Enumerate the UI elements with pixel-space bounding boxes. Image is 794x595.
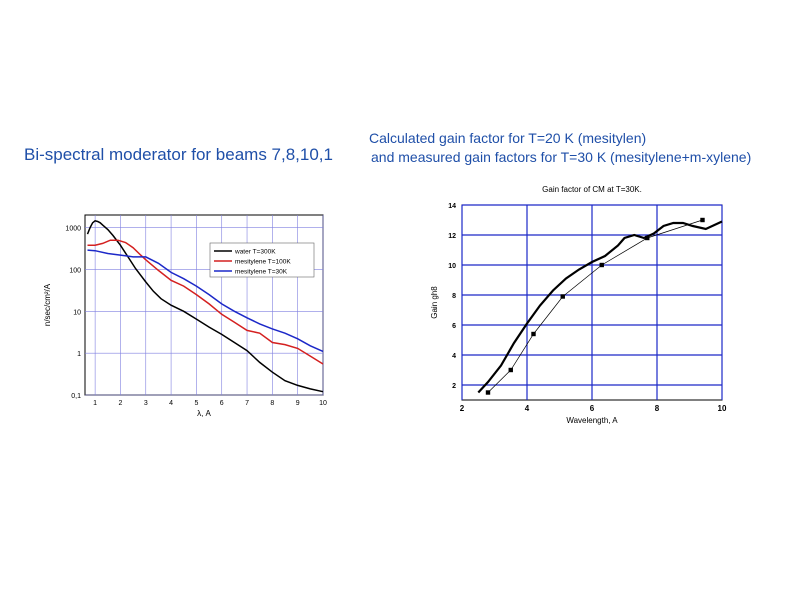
y-tick-label: 1 bbox=[77, 351, 81, 358]
y-axis-label: Gain gh8 bbox=[430, 286, 439, 319]
x-tick-label: 4 bbox=[525, 404, 530, 413]
x-tick-label: 6 bbox=[220, 400, 224, 407]
y-tick-label: 100 bbox=[69, 267, 81, 274]
x-tick-label: 10 bbox=[319, 400, 327, 407]
series-line-1 bbox=[86, 219, 324, 393]
chart-title: Gain factor of CM at T=30K. bbox=[542, 185, 642, 194]
y-tick-label: 14 bbox=[448, 203, 456, 210]
data-point-marker bbox=[700, 217, 705, 223]
legend-label: mesitylene T=30K bbox=[235, 269, 288, 276]
data-point-marker bbox=[508, 367, 513, 373]
data-point-marker bbox=[645, 235, 650, 241]
x-tick-label: 2 bbox=[118, 400, 122, 407]
x-axis-label: λ, A bbox=[197, 409, 211, 418]
legend-label: mesitylene T=100K bbox=[235, 259, 291, 266]
data-point-marker bbox=[485, 390, 491, 395]
legend-label: water T=300K bbox=[234, 249, 276, 256]
caption-line-2: and measured gain factors for T=30 K (me… bbox=[371, 149, 752, 165]
slide-title: Bi-spectral moderator for beams 7,8,10,1 bbox=[24, 145, 333, 164]
y-tick-label: 4 bbox=[452, 353, 456, 360]
y-tick-label: 12 bbox=[448, 233, 456, 240]
y-tick-label: 2 bbox=[452, 383, 456, 390]
slide-caption: Calculated gain factor for T=20 K (mesit… bbox=[369, 129, 751, 167]
y-tick-label: 10 bbox=[448, 263, 456, 270]
x-tick-label: 8 bbox=[655, 404, 660, 413]
x-tick-label: 9 bbox=[296, 400, 300, 407]
series-line-3 bbox=[87, 249, 324, 353]
data-point-marker bbox=[560, 294, 565, 299]
x-axis-label: Wavelength, A bbox=[566, 416, 618, 425]
x-tick-label: 7 bbox=[245, 400, 249, 407]
x-tick-label: 4 bbox=[169, 400, 173, 407]
y-tick-label: 1000 bbox=[65, 226, 81, 233]
y-tick-label: 8 bbox=[452, 293, 456, 300]
y-tick-label: 6 bbox=[452, 323, 456, 330]
series-line-2 bbox=[87, 239, 324, 365]
y-tick-label: 0,1 bbox=[71, 393, 81, 400]
x-tick-label: 2 bbox=[460, 404, 465, 413]
x-tick-label: 8 bbox=[270, 400, 274, 407]
x-tick-label: 5 bbox=[194, 400, 198, 407]
x-tick-label: 10 bbox=[718, 404, 727, 413]
y-tick-label: 10 bbox=[73, 309, 81, 316]
right-gain-chart: Gain factor of CM at T=30K. 2 4 6 8 10 2 4 6 8 10 1… bbox=[430, 185, 727, 425]
data-point-marker bbox=[531, 331, 536, 337]
left-flux-chart: 1 2 3 4 5 6 7 8 9 10 0,1 1 10 100 1000 water T=300K mesi… bbox=[43, 214, 327, 418]
data-point-marker bbox=[599, 262, 604, 268]
x-tick-label: 6 bbox=[590, 404, 595, 413]
x-tick-label: 3 bbox=[144, 400, 148, 407]
x-tick-label: 1 bbox=[93, 400, 97, 407]
caption-line-1: Calculated gain factor for T=20 K (mesit… bbox=[369, 130, 647, 146]
y-axis-label: n/sec/cm²/A bbox=[43, 283, 52, 326]
measured-gain-line bbox=[477, 220, 723, 394]
